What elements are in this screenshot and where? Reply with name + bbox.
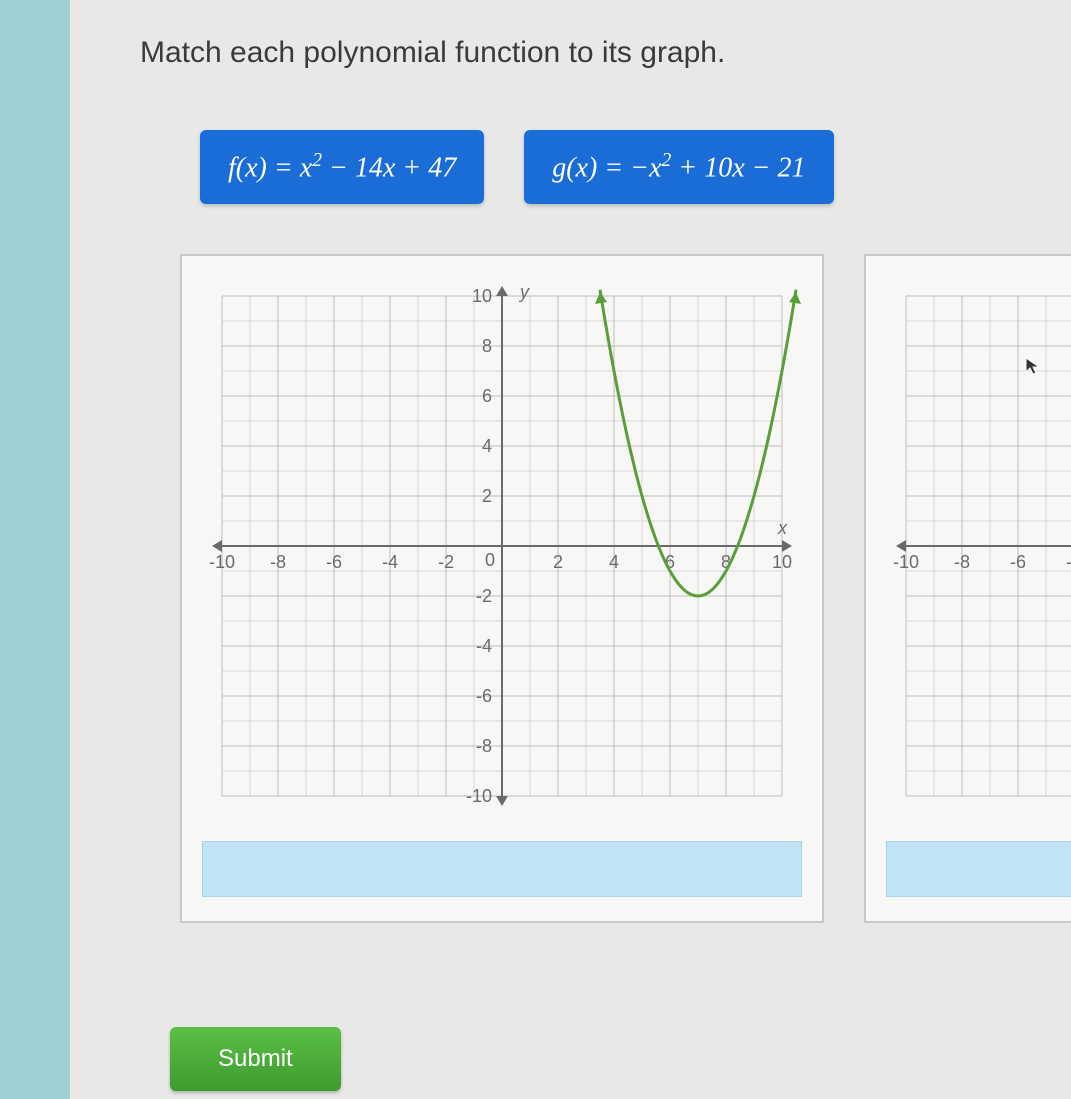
coordinate-chart-2-partial: -10 -8 -6 -4 xyxy=(886,276,1071,816)
svg-text:-10: -10 xyxy=(893,552,919,572)
svg-text:x: x xyxy=(777,518,788,538)
drop-zone-2[interactable] xyxy=(886,841,1071,897)
svg-text:-2: -2 xyxy=(438,552,454,572)
drop-zone-1[interactable] xyxy=(202,841,802,897)
tile-g[interactable]: g(x) = −x2 + 10x − 21 xyxy=(524,130,833,204)
tile-f[interactable]: f(x) = x2 − 14x + 47 xyxy=(200,130,484,204)
svg-text:2: 2 xyxy=(553,552,563,572)
svg-text:-6: -6 xyxy=(326,552,342,572)
svg-text:-10: -10 xyxy=(466,786,492,806)
svg-text:-4: -4 xyxy=(382,552,398,572)
coordinate-chart-1: -10-8-6-4-20246810-10-8-6-4-2246810yx xyxy=(202,276,802,816)
graph-box-1: -10-8-6-4-20246810-10-8-6-4-2246810yx xyxy=(180,254,824,923)
submit-button[interactable]: Submit xyxy=(170,1027,341,1091)
svg-text:-6: -6 xyxy=(1010,552,1026,572)
svg-text:-8: -8 xyxy=(476,736,492,756)
graph-box-2-partial: -10 -8 -6 -4 xyxy=(864,254,1071,923)
question-page: Match each polynomial function to its gr… xyxy=(70,0,1071,1099)
svg-text:-6: -6 xyxy=(476,686,492,706)
svg-text:-8: -8 xyxy=(954,552,970,572)
svg-text:y: y xyxy=(518,282,530,302)
svg-text:-4: -4 xyxy=(476,636,492,656)
question-text: Match each polynomial function to its gr… xyxy=(140,36,1071,70)
graphs-row: -10-8-6-4-20246810-10-8-6-4-2246810yx -1… xyxy=(180,254,1071,923)
svg-text:10: 10 xyxy=(772,552,792,572)
svg-text:2: 2 xyxy=(482,486,492,506)
svg-text:10: 10 xyxy=(472,286,492,306)
svg-text:6: 6 xyxy=(482,386,492,406)
svg-text:8: 8 xyxy=(482,336,492,356)
svg-text:-8: -8 xyxy=(270,552,286,572)
svg-text:-4: -4 xyxy=(1066,552,1071,572)
svg-text:-2: -2 xyxy=(476,586,492,606)
svg-text:-10: -10 xyxy=(209,552,235,572)
svg-text:4: 4 xyxy=(609,552,619,572)
draggable-tiles-row: f(x) = x2 − 14x + 47 g(x) = −x2 + 10x − … xyxy=(200,130,1071,204)
svg-text:4: 4 xyxy=(482,436,492,456)
svg-text:0: 0 xyxy=(485,550,495,570)
